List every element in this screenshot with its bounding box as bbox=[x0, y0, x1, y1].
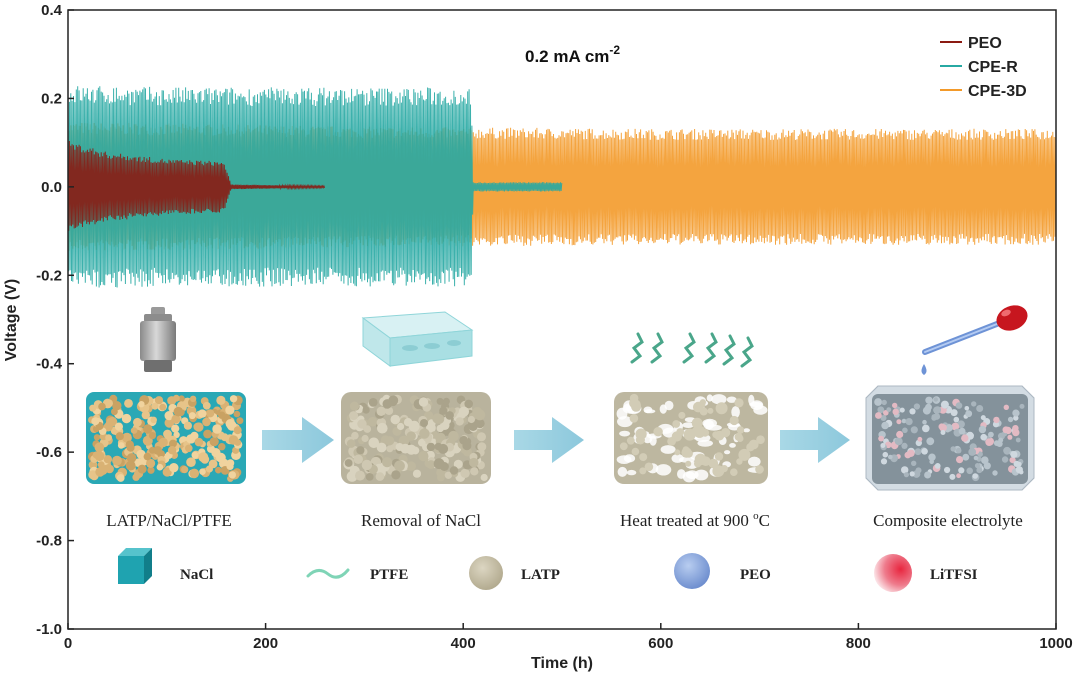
step-caption-2: Removal of NaCl bbox=[361, 511, 481, 530]
material-label-ptfe: PTFE bbox=[370, 567, 408, 583]
y-tick-label-0: 0.4 bbox=[41, 2, 63, 19]
legend-label-cpe-3d: CPE-3D bbox=[968, 83, 1027, 100]
legend: PEO CPE-R CPE-3D bbox=[940, 35, 1027, 100]
block3-pores bbox=[616, 393, 768, 483]
x-tick-label-400: 400 bbox=[451, 635, 476, 652]
step-caption-1: LATP/NaCl/PTFE bbox=[106, 511, 232, 530]
heat-fumes-icon bbox=[630, 332, 754, 368]
step-caption-3: Heat treated at 900 oC bbox=[620, 510, 770, 530]
y-tick-label-5: -0.6 bbox=[36, 444, 62, 461]
nacl-cube-icon bbox=[118, 548, 152, 584]
y-tick-label-1: 0.2 bbox=[41, 90, 62, 107]
series-line-cpe-r bbox=[68, 86, 563, 288]
x-tick-label-200: 200 bbox=[253, 635, 278, 652]
material-label-nacl: NaCl bbox=[180, 567, 213, 583]
material-label-peo: PEO bbox=[740, 567, 771, 583]
series-line-peo bbox=[68, 140, 326, 231]
ptfe-fiber-icon bbox=[306, 568, 350, 579]
process-arrow-3 bbox=[780, 417, 850, 463]
y-tick-label-2: 0.0 bbox=[41, 179, 62, 196]
step-caption-4: Composite electrolyte bbox=[873, 511, 1023, 530]
composite-electrolyte-block bbox=[865, 385, 1035, 491]
current-density-annotation: 0.2 mA cm-2 bbox=[525, 43, 620, 66]
latp-sphere-icon bbox=[469, 556, 503, 590]
y-tick-label-6: -0.8 bbox=[36, 533, 62, 550]
legend-label-cpe-r: CPE-R bbox=[968, 59, 1018, 76]
legend-label-peo: PEO bbox=[968, 35, 1002, 52]
plot-frame bbox=[67, 9, 1057, 630]
material-label-litfsi: LiTFSI bbox=[930, 567, 978, 583]
material-label-latp: LATP bbox=[521, 567, 560, 583]
glass-mold-icon bbox=[361, 311, 474, 367]
y-tick-label-7: -1.0 bbox=[36, 621, 62, 638]
latp-3d-framework-block bbox=[614, 392, 768, 484]
litfsi-sphere-icon bbox=[874, 554, 912, 592]
x-axis-title: Time (h) bbox=[531, 655, 593, 672]
peo-sphere-icon bbox=[674, 553, 710, 589]
axes-layer: 0 200 400 600 800 1000 0.4 0.2 0.0 -0.2 -0.4 -0.6 -0… bbox=[36, 2, 1073, 652]
latp-nacl-ptfe-block bbox=[86, 392, 246, 484]
series-layer bbox=[68, 86, 1056, 288]
x-tick-label-1000: 1000 bbox=[1039, 635, 1072, 652]
x-tick-label-600: 600 bbox=[648, 635, 673, 652]
block2-particles bbox=[343, 394, 488, 482]
process-arrow-2 bbox=[514, 417, 584, 463]
x-tick-label-800: 800 bbox=[846, 635, 871, 652]
block1-particles bbox=[88, 394, 244, 482]
x-tick-label-0: 0 bbox=[64, 635, 72, 652]
block4-particles bbox=[874, 396, 1025, 482]
dropper-icon bbox=[921, 305, 1028, 375]
fabrication-schematic: LATP/NaCl/PTFE Removal of NaCl Heat trea… bbox=[86, 305, 1035, 592]
y-tick-label-3: -0.2 bbox=[36, 267, 62, 284]
porous-latp-ptfe-block bbox=[341, 392, 491, 484]
weight-icon bbox=[140, 307, 176, 372]
y-axis-title: Voltage (V) bbox=[3, 279, 20, 361]
process-arrow-1 bbox=[262, 417, 334, 463]
y-tick-label-4: -0.4 bbox=[36, 356, 63, 373]
materials-legend: NaCl PTFE LATP PEO LiTFSI bbox=[118, 548, 978, 592]
